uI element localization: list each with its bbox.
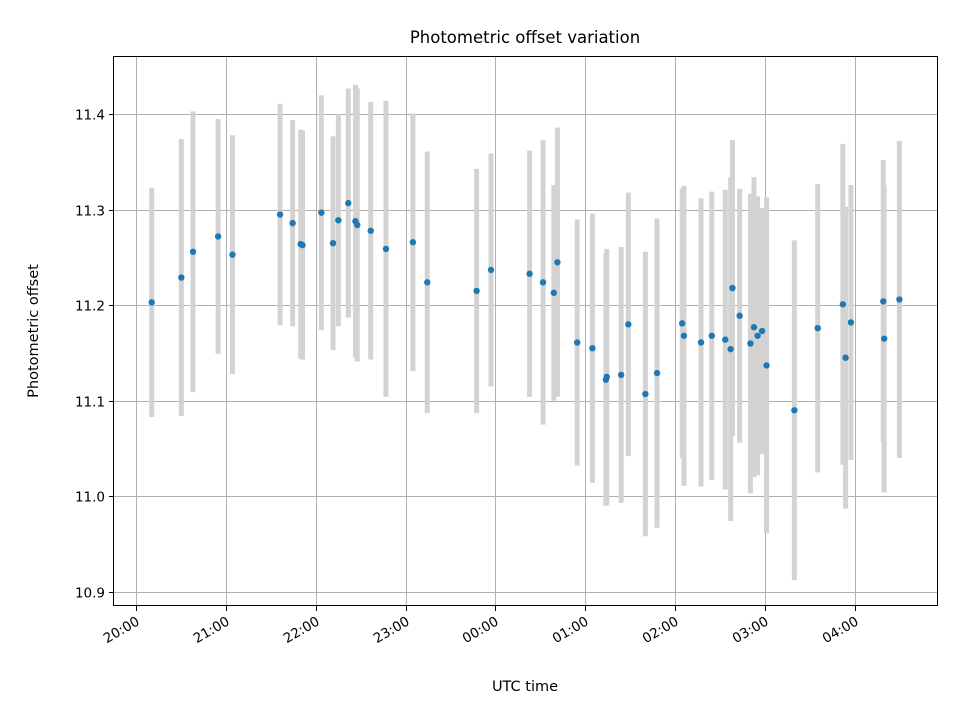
data-point	[678, 320, 686, 327]
data-point	[554, 259, 561, 266]
y-tick-label: 11.2	[75, 299, 105, 315]
y-axis-ticks: 10.9 11.0 11.1 11.2 11.3 11.4	[75, 108, 114, 602]
data-point	[276, 211, 284, 218]
chart-title: Photometric offset variation	[410, 28, 640, 47]
data-point	[680, 332, 688, 339]
data-point	[814, 324, 821, 332]
data-points	[148, 199, 903, 414]
data-point	[573, 339, 581, 346]
data-point	[842, 354, 849, 361]
data-point	[758, 327, 766, 335]
data-point	[148, 299, 155, 306]
data-point	[603, 373, 610, 381]
data-point	[424, 279, 431, 286]
data-point	[229, 251, 236, 258]
data-point	[736, 312, 743, 319]
data-point	[214, 233, 222, 240]
y-axis-label: Photometric offset	[26, 264, 42, 398]
data-point	[335, 217, 342, 224]
plot-frame	[113, 56, 938, 606]
data-point	[750, 324, 758, 331]
y-tick-label: 10.9	[75, 586, 105, 602]
data-point	[642, 390, 649, 398]
data-point	[708, 332, 716, 339]
data-point	[754, 332, 761, 339]
data-point	[617, 371, 625, 379]
data-point	[722, 336, 729, 343]
data-point	[189, 248, 197, 255]
data-point	[589, 345, 596, 352]
data-point	[329, 239, 337, 247]
data-point	[791, 407, 798, 414]
y-tick-label: 11.0	[75, 490, 105, 506]
y-tick-label: 11.1	[75, 395, 105, 411]
data-point	[318, 209, 325, 216]
data-point	[763, 362, 770, 369]
data-point	[880, 298, 887, 305]
data-point	[896, 296, 903, 303]
y-tick-label: 11.3	[75, 204, 105, 220]
data-point	[653, 369, 661, 377]
data-point	[550, 289, 558, 297]
data-point	[409, 239, 417, 246]
data-point	[847, 319, 855, 326]
data-point	[382, 245, 390, 253]
data-point	[178, 274, 185, 281]
data-point	[625, 321, 632, 328]
data-point	[354, 221, 361, 229]
data-point	[345, 199, 352, 207]
data-point	[367, 227, 374, 234]
data-point	[539, 279, 547, 286]
data-point	[473, 287, 480, 295]
y-tick-label: 11.4	[75, 108, 105, 124]
data-point	[487, 266, 495, 274]
data-point	[729, 284, 736, 292]
data-point	[839, 301, 847, 308]
data-point	[299, 241, 306, 249]
data-point	[289, 219, 296, 227]
x-axis-label: UTC time	[492, 679, 558, 695]
data-point	[526, 270, 533, 277]
data-point	[880, 335, 888, 342]
grid	[114, 57, 938, 606]
data-point	[697, 339, 705, 346]
data-point	[727, 345, 734, 353]
data-point	[747, 340, 754, 347]
